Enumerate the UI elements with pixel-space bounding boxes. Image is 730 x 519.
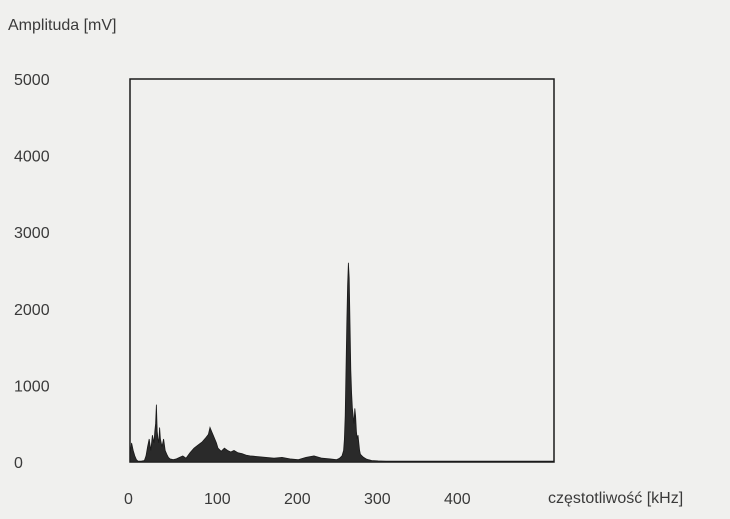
x-tick-label: 300 [364,491,391,508]
y-axis-label: Amplituda [mV] [8,17,116,34]
x-tick-label: 400 [444,491,471,508]
y-tick-label: 2000 [14,302,50,319]
y-tick-label: 0 [14,455,23,472]
x-tick-labels: 0 100 200 300 400 [124,491,471,508]
x-tick-label: 0 [124,491,133,508]
y-tick-label: 5000 [14,72,50,89]
y-tick-label: 4000 [14,149,50,166]
y-tick-label: 1000 [14,378,50,395]
y-tick-label: 3000 [14,225,50,242]
x-axis-label: częstotliwość [kHz] [548,490,683,507]
series-area [129,262,555,463]
plot-frame [129,78,555,463]
y-tick-labels: 5000 4000 3000 2000 1000 0 [14,72,50,472]
x-tick-label: 100 [204,491,231,508]
x-tick-label: 200 [284,491,311,508]
